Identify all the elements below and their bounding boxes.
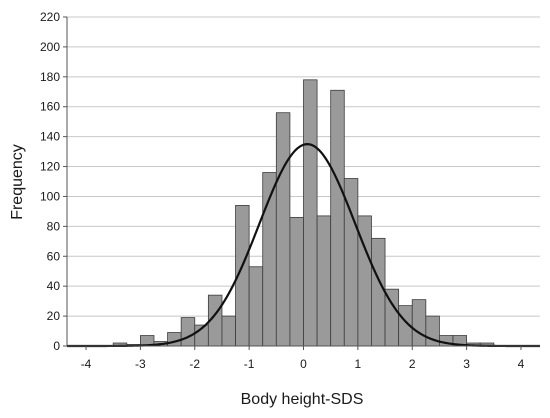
x-tick-label-0: 0 bbox=[300, 357, 307, 371]
x-tick-label-3: 3 bbox=[463, 357, 470, 371]
x-axis-title: Body height-SDS bbox=[241, 391, 364, 408]
y-tick-label-160: 160 bbox=[40, 100, 60, 114]
y-tick-label-140: 140 bbox=[40, 130, 60, 144]
histogram-bar-12 bbox=[275, 112, 291, 347]
x-tick-label-4: 4 bbox=[518, 357, 525, 371]
histogram-bar-19 bbox=[371, 237, 386, 347]
histogram-bar-14 bbox=[303, 79, 318, 347]
y-tick-label-60: 60 bbox=[47, 249, 61, 263]
x-tick-label-2: 2 bbox=[409, 357, 416, 371]
histogram-bar-15 bbox=[316, 215, 332, 347]
normal-distribution-curve bbox=[67, 143, 540, 348]
histogram-bars bbox=[112, 79, 495, 347]
y-axis-title: Frequency bbox=[9, 144, 26, 220]
x-tick-label--4: -4 bbox=[81, 357, 92, 371]
y-tick-label-220: 220 bbox=[40, 10, 60, 24]
histogram-bar-8 bbox=[221, 315, 236, 347]
y-tick-label-80: 80 bbox=[47, 219, 61, 233]
tick-labels: 0 20 40 60 80 100 120 140 160 180 200 220 -4 -3 -2 -1 0 1… bbox=[40, 10, 525, 371]
histogram-bar-13 bbox=[289, 216, 304, 347]
histogram-bar-5 bbox=[180, 317, 196, 347]
y-tick-label-20: 20 bbox=[47, 309, 61, 323]
y-tick-label-180: 180 bbox=[40, 70, 60, 84]
x-tick-label-1: 1 bbox=[355, 357, 362, 371]
y-tick-label-200: 200 bbox=[40, 40, 60, 54]
y-tick-label-120: 120 bbox=[40, 160, 60, 174]
histogram-bar-10 bbox=[248, 266, 264, 347]
y-tick-label-40: 40 bbox=[47, 279, 61, 293]
normal-curve-layer bbox=[67, 143, 540, 348]
histogram-bar-22 bbox=[411, 299, 427, 347]
y-tick-label-100: 100 bbox=[40, 189, 60, 203]
x-tick-label--2: -2 bbox=[189, 357, 200, 371]
x-tick-label--1: -1 bbox=[244, 357, 255, 371]
y-tick-label-0: 0 bbox=[53, 339, 60, 353]
x-tick-label--3: -3 bbox=[135, 357, 146, 371]
histogram-bar-16 bbox=[330, 89, 345, 347]
